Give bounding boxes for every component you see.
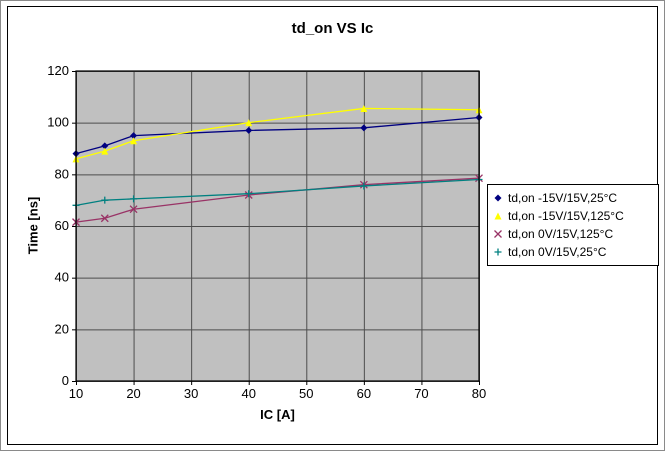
svg-text:70: 70 (414, 386, 428, 401)
legend-plus-icon (494, 248, 502, 256)
legend-item: td,on 0V/15V,125°C (491, 225, 655, 243)
svg-text:50: 50 (299, 386, 313, 401)
legend-item: td,on 0V/15V,25°C (491, 243, 655, 261)
legend-label: td,on -15V/15V,125°C (508, 209, 624, 223)
svg-text:60: 60 (357, 386, 371, 401)
legend-item: td,on -15V/15V,25°C (491, 189, 655, 207)
legend-label: td,on 0V/15V,25°C (508, 245, 607, 259)
legend-item: td,on -15V/15V,125°C (491, 207, 655, 225)
legend-label: td,on 0V/15V,125°C (508, 227, 614, 241)
svg-text:10: 10 (69, 386, 83, 401)
svg-text:80: 80 (55, 166, 69, 181)
svg-text:100: 100 (47, 115, 69, 130)
legend-x-icon (494, 230, 502, 238)
svg-text:40: 40 (241, 386, 255, 401)
legend-triangle-icon (494, 212, 502, 220)
svg-text:0: 0 (62, 373, 69, 388)
svg-text:20: 20 (55, 321, 69, 336)
chart-title: td_on VS Ic (291, 20, 374, 37)
y-axis-label: Time [ns] (25, 196, 41, 255)
legend: td,on -15V/15V,25°C td,on -15V/15V,125°C t… (487, 184, 659, 266)
x-axis-label: IC [A] (260, 407, 295, 422)
svg-text:120: 120 (47, 63, 69, 78)
svg-text:80: 80 (472, 386, 486, 401)
legend-diamond-icon (494, 194, 502, 202)
svg-text:20: 20 (126, 386, 140, 401)
legend-label: td,on -15V/15V,25°C (508, 191, 618, 205)
svg-text:30: 30 (184, 386, 198, 401)
svg-text:60: 60 (55, 218, 69, 233)
svg-text:40: 40 (55, 270, 69, 285)
